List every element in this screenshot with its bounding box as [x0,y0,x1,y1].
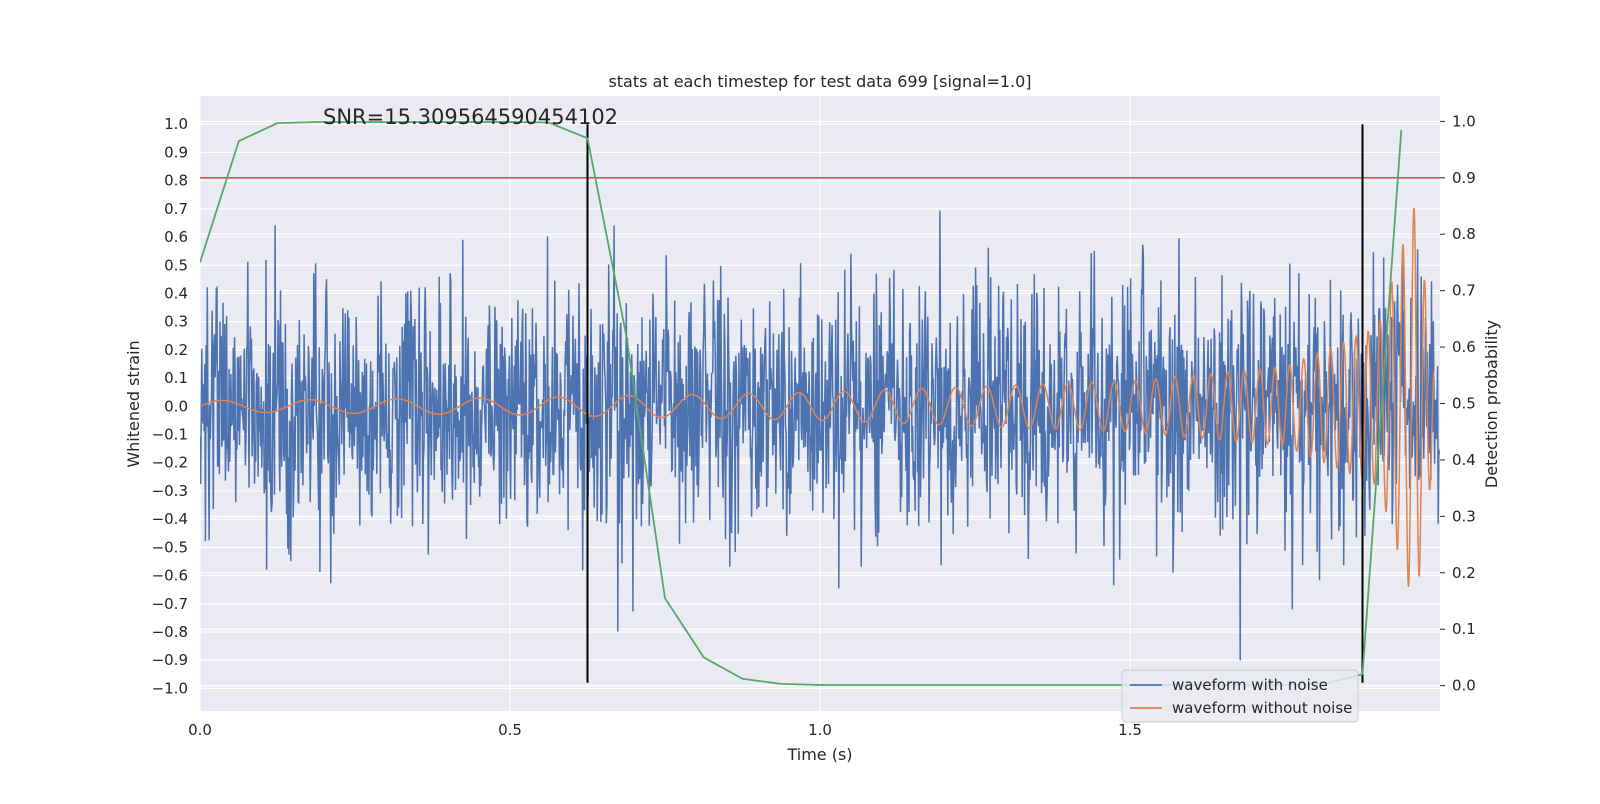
y-tick-label-left: −0.1 [152,426,188,444]
y-tick-label-left: −0.5 [152,538,188,556]
y-axis-left-ticks: 1.0 0.9 0.8 0.7 0.6 0.5 0.4 0.3 0.2 0.1 0.0 −0.1 −0.… [152,115,188,697]
y-tick-label-left: 0.4 [164,284,188,302]
y-tick-label-right: 0.5 [1452,395,1476,413]
legend-box [1121,669,1359,723]
x-tick-label: 1.0 [808,721,832,739]
y-tick-label-left: −0.8 [152,623,188,641]
y-tick-label-left: 0.8 [164,172,188,190]
y-tick-label-left: −1.0 [152,679,188,697]
y-tick-label-right: 0.6 [1452,338,1476,356]
y-tick-label-left: 0.9 [164,143,188,161]
snr-annotation: SNR=15.309564590454102 [323,105,618,129]
y-tick-label-left: 0.7 [164,200,188,218]
y-tick-label-left: 0.2 [164,341,188,359]
x-tick-label: 0.5 [498,721,522,739]
y-tick-label-left: −0.7 [152,595,188,613]
chart-title: stats at each timestep for test data 699… [608,72,1031,91]
y-tick-label-right: 0.4 [1452,451,1476,469]
y-tick-label-right: 0.1 [1452,620,1476,638]
y-tick-label-left: 0.3 [164,313,188,331]
y-tick-label-left: 0.1 [164,369,188,387]
y-tick-label-right: 0.0 [1452,677,1476,695]
x-axis-label: Time (s) [786,745,852,764]
y-axis-left-label: Whitened strain [124,340,143,467]
x-axis-ticks: 0.0 0.5 1.0 1.5 [188,721,1142,739]
y-tick-label-right: 0.7 [1452,282,1476,300]
y-tick-label-left: 0.6 [164,228,188,246]
y-tick-label-right: 0.9 [1452,169,1476,187]
series-line-clean [200,207,1435,587]
y-tick-label-left: 0.5 [164,256,188,274]
legend-label-clean: waveform without noise [1172,699,1352,717]
y-tick-label-left: −0.3 [152,482,188,500]
y-tick-label-right: 0.2 [1452,564,1476,582]
y-tick-label-left: −0.9 [152,651,188,669]
y-tick-label-right: 1.0 [1452,112,1476,130]
y-tick-label-left: −0.4 [152,510,188,528]
y-axis-right-ticks: 1.0 0.9 0.8 0.7 0.6 0.5 0.4 0.3 0.2 0.1 0.0 [1440,112,1476,695]
y-tick-label-right: 0.3 [1452,507,1476,525]
y-tick-label-left: −0.6 [152,567,188,585]
y-tick-label-left: 1.0 [164,115,188,133]
legend-label-noise: waveform with noise [1172,676,1328,694]
y-axis-right-label: Detection probability [1482,320,1501,488]
legend: waveform with noise waveform without noi… [1121,669,1359,723]
x-tick-label: 1.5 [1118,721,1142,739]
y-tick-label-left: −0.2 [152,454,188,472]
x-tick-label: 0.0 [188,721,212,739]
y-tick-label-right: 0.8 [1452,225,1476,243]
y-tick-label-left: 0.0 [164,397,188,415]
